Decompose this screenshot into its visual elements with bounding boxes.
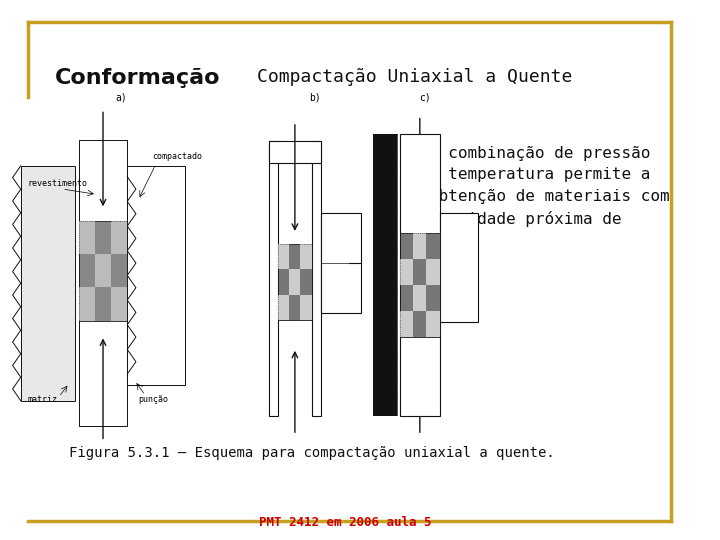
- Bar: [278, 295, 289, 320]
- Bar: [400, 134, 440, 416]
- Bar: [111, 287, 127, 321]
- Text: compactado: compactado: [152, 152, 202, 161]
- Bar: [426, 259, 440, 285]
- Bar: [374, 134, 397, 416]
- Polygon shape: [397, 154, 410, 175]
- Text: Figura 5.3.1 – Esquema para compactação uniaxial a quente.: Figura 5.3.1 – Esquema para compactação …: [69, 446, 555, 460]
- Bar: [278, 244, 289, 269]
- Bar: [321, 213, 361, 313]
- Bar: [78, 221, 127, 321]
- Bar: [78, 287, 95, 321]
- Text: b): b): [309, 92, 320, 103]
- Text: matriz: matriz: [27, 395, 58, 404]
- Bar: [400, 312, 413, 338]
- Bar: [413, 285, 426, 312]
- Bar: [300, 295, 312, 320]
- Bar: [400, 233, 440, 338]
- Polygon shape: [397, 376, 410, 396]
- Bar: [289, 269, 300, 295]
- Polygon shape: [397, 295, 410, 316]
- Text: revestimento: revestimento: [27, 179, 88, 188]
- Polygon shape: [397, 134, 410, 154]
- Polygon shape: [397, 275, 410, 295]
- Bar: [278, 244, 312, 320]
- Polygon shape: [397, 336, 410, 356]
- Bar: [400, 259, 413, 285]
- Polygon shape: [397, 356, 410, 376]
- Polygon shape: [397, 215, 410, 235]
- Bar: [300, 244, 312, 269]
- Bar: [78, 140, 127, 426]
- Bar: [440, 213, 479, 322]
- Bar: [78, 221, 127, 321]
- Polygon shape: [397, 175, 410, 195]
- Bar: [269, 141, 321, 163]
- Bar: [312, 141, 321, 416]
- Bar: [21, 166, 75, 401]
- Bar: [269, 141, 278, 416]
- Bar: [426, 312, 440, 338]
- Text: punção: punção: [138, 395, 168, 404]
- Text: PMT 2412 em 2006 aula 5: PMT 2412 em 2006 aula 5: [259, 516, 432, 529]
- Bar: [78, 221, 95, 254]
- Text: c): c): [419, 92, 431, 103]
- Polygon shape: [397, 316, 410, 336]
- Bar: [278, 244, 312, 320]
- Bar: [400, 233, 440, 338]
- Text: Compactação Uniaxial a Quente: Compactação Uniaxial a Quente: [257, 68, 572, 85]
- Bar: [413, 233, 426, 259]
- Bar: [111, 221, 127, 254]
- Bar: [95, 254, 111, 287]
- Text: a): a): [115, 92, 127, 103]
- Polygon shape: [397, 235, 410, 255]
- Bar: [127, 166, 185, 385]
- Polygon shape: [397, 195, 410, 215]
- Polygon shape: [397, 396, 410, 416]
- Bar: [278, 163, 312, 416]
- Polygon shape: [397, 255, 410, 275]
- Text: Conformação: Conformação: [55, 68, 221, 87]
- Text: a combinação de pressão
e temperatura permite a
obtenção de materiais com
densid: a combinação de pressão e temperatura pe…: [428, 146, 670, 249]
